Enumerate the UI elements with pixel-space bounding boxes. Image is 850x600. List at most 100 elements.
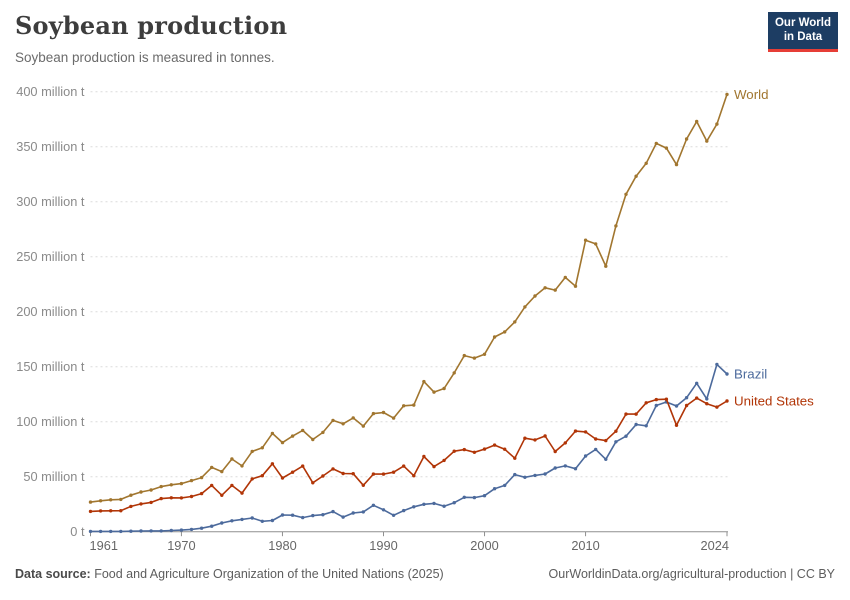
data-point-united-states-2022[interactable] [705, 402, 709, 406]
data-point-world-2012[interactable] [604, 264, 608, 268]
data-point-brazil-1969[interactable] [169, 528, 173, 533]
data-point-world-1979[interactable] [270, 431, 275, 436]
data-point-world-1983[interactable] [311, 437, 315, 442]
data-point-world-2017[interactable] [654, 141, 658, 146]
data-point-brazil-2012[interactable] [604, 457, 608, 461]
data-point-brazil-1965[interactable] [129, 529, 133, 533]
data-point-world-2002[interactable] [503, 330, 507, 334]
data-point-united-states-2001[interactable] [492, 443, 497, 447]
data-point-united-states-1993[interactable] [412, 474, 416, 478]
data-point-brazil-2005[interactable] [533, 473, 537, 478]
data-point-brazil-1976[interactable] [240, 517, 244, 522]
data-point-world-2005[interactable] [533, 294, 537, 298]
data-point-brazil-1977[interactable] [250, 516, 254, 520]
data-point-united-states-1991[interactable] [391, 470, 396, 474]
data-point-united-states-1986[interactable] [341, 471, 345, 476]
data-point-united-states-2020[interactable] [684, 403, 689, 408]
data-point-brazil-1983[interactable] [311, 513, 315, 518]
data-point-brazil-1966[interactable] [139, 529, 143, 533]
data-point-brazil-1975[interactable] [230, 519, 234, 523]
data-point-brazil-2009[interactable] [573, 467, 578, 471]
data-point-world-1985[interactable] [331, 418, 335, 423]
data-point-world-2022[interactable] [705, 139, 709, 143]
data-point-brazil-2017[interactable] [654, 403, 658, 408]
data-point-brazil-1981[interactable] [290, 513, 295, 517]
data-point-world-1977[interactable] [250, 449, 254, 454]
data-point-world-2016[interactable] [644, 161, 648, 165]
data-point-world-2000[interactable] [482, 352, 487, 356]
data-point-brazil-2016[interactable] [644, 424, 648, 428]
data-point-brazil-2000[interactable] [482, 494, 487, 498]
data-point-brazil-2004[interactable] [523, 475, 527, 479]
data-point-brazil-1998[interactable] [462, 495, 466, 499]
data-point-united-states-1976[interactable] [240, 491, 244, 495]
data-point-world-2010[interactable] [583, 238, 588, 242]
data-point-united-states-2003[interactable] [513, 456, 517, 460]
data-point-united-states-1973[interactable] [210, 483, 214, 488]
data-point-world-1966[interactable] [139, 490, 143, 494]
data-point-world-1994[interactable] [422, 379, 426, 384]
data-point-united-states-1977[interactable] [250, 477, 254, 481]
data-point-world-1972[interactable] [199, 475, 204, 480]
data-point-world-2007[interactable] [553, 288, 557, 292]
data-point-world-2001[interactable] [492, 335, 497, 339]
data-point-united-states-1999[interactable] [472, 450, 477, 454]
data-point-united-states-1990[interactable] [381, 472, 386, 476]
data-point-united-states-1967[interactable] [149, 500, 153, 505]
data-point-united-states-2000[interactable] [482, 447, 487, 451]
data-point-brazil-1967[interactable] [149, 529, 153, 533]
data-point-world-1962[interactable] [98, 499, 103, 503]
footer-license-link[interactable]: OurWorldinData.org/agricultural-producti… [548, 567, 835, 581]
data-point-world-1998[interactable] [462, 353, 466, 358]
data-point-brazil-1986[interactable] [341, 515, 345, 519]
data-point-united-states-1963[interactable] [109, 509, 113, 513]
data-point-world-1986[interactable] [341, 422, 345, 426]
data-point-brazil-1988[interactable] [361, 510, 365, 514]
data-point-united-states-1974[interactable] [220, 493, 224, 497]
data-point-world-1987[interactable] [351, 416, 355, 420]
data-point-united-states-1970[interactable] [179, 496, 184, 500]
data-point-world-1999[interactable] [472, 356, 477, 360]
data-point-united-states-2006[interactable] [543, 434, 547, 438]
data-point-brazil-1982[interactable] [301, 515, 305, 520]
data-point-world-1974[interactable] [220, 469, 224, 474]
data-point-brazil-2002[interactable] [503, 483, 507, 488]
data-point-brazil-1973[interactable] [210, 524, 214, 528]
data-point-brazil-1980[interactable] [280, 513, 285, 517]
data-point-world-1996[interactable] [442, 386, 446, 391]
data-point-brazil-1995[interactable] [432, 501, 436, 506]
data-point-world-1984[interactable] [321, 430, 325, 435]
data-point-united-states-1962[interactable] [98, 509, 103, 513]
data-point-brazil-2024[interactable] [725, 372, 729, 376]
data-point-united-states-1979[interactable] [270, 462, 275, 466]
chart-line-world[interactable] [89, 93, 728, 503]
data-point-world-1975[interactable] [230, 457, 234, 461]
data-point-brazil-1972[interactable] [199, 526, 204, 530]
data-point-world-2020[interactable] [684, 137, 689, 141]
data-point-world-1980[interactable] [280, 440, 285, 445]
series-label-united-states[interactable]: United States [734, 394, 814, 409]
data-point-brazil-1984[interactable] [321, 513, 325, 517]
data-point-brazil-1996[interactable] [442, 504, 446, 508]
data-point-united-states-1972[interactable] [199, 491, 204, 496]
data-point-united-states-2015[interactable] [634, 412, 638, 416]
data-point-united-states-2018[interactable] [664, 397, 669, 401]
data-point-world-2014[interactable] [624, 192, 628, 196]
data-point-world-1978[interactable] [260, 446, 264, 450]
data-point-brazil-1987[interactable] [351, 511, 355, 515]
data-point-united-states-1983[interactable] [311, 481, 315, 485]
data-point-united-states-2005[interactable] [533, 438, 537, 442]
data-point-brazil-1985[interactable] [331, 509, 335, 514]
data-point-world-2015[interactable] [634, 174, 638, 178]
data-point-brazil-1979[interactable] [270, 518, 275, 523]
data-point-united-states-2016[interactable] [644, 401, 648, 405]
data-point-world-1982[interactable] [301, 428, 305, 433]
data-point-world-1990[interactable] [381, 410, 386, 415]
data-point-brazil-1962[interactable] [98, 529, 103, 534]
data-point-brazil-2003[interactable] [513, 472, 517, 477]
data-point-brazil-1990[interactable] [381, 508, 386, 512]
data-point-world-2008[interactable] [563, 275, 567, 280]
data-point-brazil-1968[interactable] [159, 529, 163, 533]
data-point-brazil-1994[interactable] [422, 502, 426, 506]
data-point-world-1976[interactable] [240, 464, 244, 468]
